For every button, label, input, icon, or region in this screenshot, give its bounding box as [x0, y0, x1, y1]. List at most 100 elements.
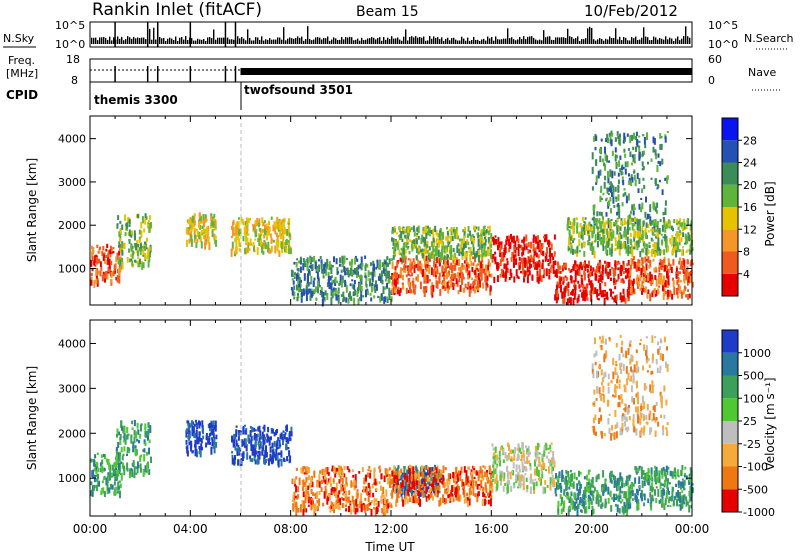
data-cell — [513, 254, 515, 262]
data-cell — [641, 281, 644, 285]
data-cell — [444, 498, 446, 501]
data-cell — [489, 262, 491, 267]
data-cell — [573, 293, 576, 300]
data-cell — [642, 166, 645, 170]
data-cell — [103, 252, 105, 258]
nsky-bar — [673, 40, 675, 44]
nsky-bar — [361, 37, 363, 44]
data-cell — [448, 270, 450, 276]
colorbar-swatch — [722, 251, 738, 274]
nsky-bar — [663, 39, 665, 44]
data-cell — [136, 240, 139, 248]
data-cell — [647, 249, 650, 255]
data-cell — [337, 290, 340, 296]
data-cell — [189, 219, 192, 225]
data-cell — [432, 245, 435, 253]
data-cell — [447, 287, 450, 294]
data-cell — [188, 433, 190, 441]
nsky-bar — [217, 37, 219, 44]
data-cell — [662, 211, 665, 216]
data-cell — [465, 477, 467, 486]
data-cell — [391, 489, 394, 498]
nsky-bar — [337, 39, 339, 44]
data-cell — [660, 136, 663, 139]
data-cell — [528, 259, 531, 263]
data-cell — [452, 254, 455, 261]
data-cell — [476, 280, 479, 289]
data-cell — [282, 430, 285, 433]
data-cell — [655, 241, 658, 248]
data-cell — [629, 151, 632, 157]
data-cell — [513, 244, 516, 252]
data-cell — [326, 282, 329, 288]
data-cell — [624, 228, 627, 234]
data-cell — [299, 266, 302, 273]
data-cell — [470, 235, 473, 241]
nsky-bar — [121, 36, 123, 44]
data-cell — [275, 430, 278, 436]
data-cell — [93, 467, 96, 472]
data-cell — [499, 470, 502, 475]
data-cell — [671, 234, 674, 239]
data-cell — [142, 262, 145, 269]
data-cell — [207, 236, 210, 244]
data-cell — [458, 275, 461, 283]
data-cell — [641, 290, 643, 295]
data-cell — [146, 463, 149, 471]
data-cell — [503, 472, 506, 480]
nsky-bar — [245, 40, 247, 44]
nsky-bar — [473, 36, 475, 44]
data-cell — [668, 262, 671, 266]
data-cell — [398, 470, 401, 479]
data-cell — [140, 246, 143, 249]
data-cell — [384, 509, 387, 515]
data-cell — [313, 470, 316, 478]
data-cell — [352, 474, 355, 478]
data-cell — [513, 276, 516, 283]
data-cell — [689, 275, 692, 283]
data-cell — [614, 265, 617, 270]
data-cell — [461, 263, 464, 267]
data-cell — [399, 257, 402, 261]
data-cell — [454, 487, 457, 496]
data-cell — [349, 505, 352, 513]
data-cell — [641, 248, 644, 253]
nsky-bar — [117, 36, 119, 44]
data-cell — [375, 280, 377, 286]
data-cell — [631, 249, 634, 258]
data-cell — [424, 237, 427, 245]
data-cell — [202, 214, 205, 220]
data-cell — [631, 204, 634, 211]
data-cell — [407, 227, 410, 233]
data-cell — [90, 277, 93, 281]
station-title: Rankin Inlet (fitACF) — [92, 0, 262, 20]
data-cell — [143, 244, 146, 247]
data-cell — [545, 469, 548, 472]
data-cell — [437, 490, 440, 494]
data-cell — [98, 480, 101, 487]
data-cell — [345, 490, 347, 498]
nsky-bar — [451, 38, 453, 44]
data-cell — [527, 242, 530, 248]
data-cell — [450, 253, 453, 261]
nsky-bar — [169, 37, 171, 44]
data-cell — [434, 486, 437, 491]
data-cell — [536, 270, 539, 277]
data-cell — [202, 234, 205, 239]
data-cell — [302, 263, 305, 271]
data-cell — [327, 272, 330, 278]
data-cell — [631, 134, 633, 141]
data-cell — [313, 508, 316, 516]
data-cell — [630, 261, 633, 266]
data-cell — [130, 436, 133, 444]
data-cell — [453, 255, 456, 263]
data-cell — [456, 473, 459, 480]
data-cell — [595, 265, 598, 273]
data-cell — [476, 493, 479, 498]
data-cell — [330, 267, 333, 275]
data-cell — [244, 225, 247, 231]
data-cell — [460, 265, 463, 273]
data-cell — [387, 276, 390, 284]
data-cell — [599, 286, 602, 295]
data-cell — [644, 211, 647, 218]
